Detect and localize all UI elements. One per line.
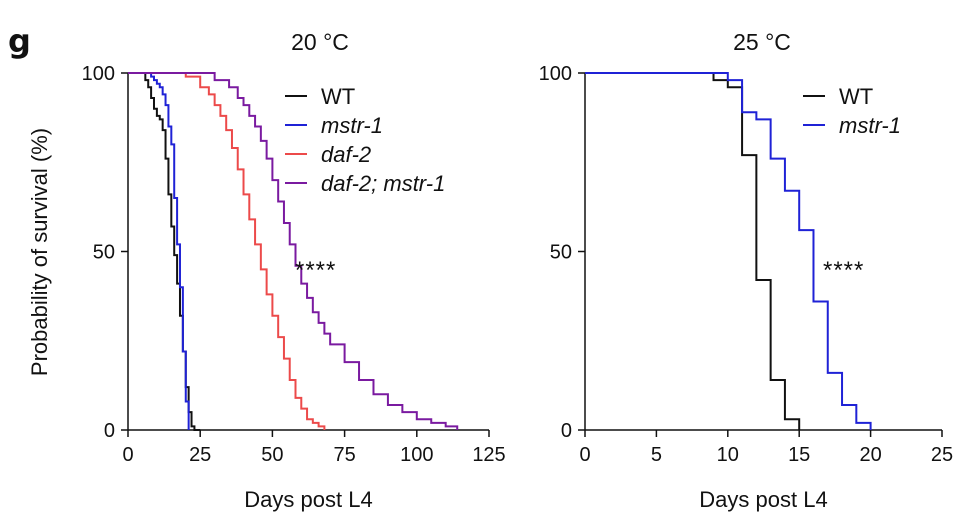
x-tick-label: 75 — [333, 444, 355, 466]
panel-label: g — [8, 22, 31, 60]
legend-entry: daf-2 — [321, 142, 371, 167]
x-tick-label: 20 — [859, 444, 881, 466]
y-tick-label: 100 — [82, 63, 115, 85]
legend-entry: WT — [321, 84, 355, 109]
significance-annotation: **** — [295, 257, 336, 284]
survival-curve-wt — [128, 72, 201, 431]
survival-curve-mstr-1 — [585, 72, 872, 430]
survival-curve-mstr-1 — [128, 72, 190, 430]
legend-entry: daf-2; mstr-1 — [321, 171, 445, 196]
survival-curve-wt — [585, 72, 801, 430]
x-tick-label: 15 — [788, 444, 810, 466]
y-tick-label: 100 — [539, 63, 572, 85]
x-axis-label: Days post L4 — [699, 487, 827, 512]
y-tick-label: 0 — [561, 420, 572, 442]
legend-entry: WT — [839, 84, 873, 109]
legend-entry: mstr-1 — [321, 113, 383, 138]
x-tick-label: 25 — [189, 444, 211, 466]
x-tick-label: 0 — [122, 444, 133, 466]
x-tick-label: 25 — [931, 444, 953, 466]
x-tick-label: 0 — [579, 444, 590, 466]
legend-entry: mstr-1 — [839, 113, 901, 138]
x-tick-label: 100 — [400, 444, 433, 466]
x-tick-label: 50 — [261, 444, 283, 466]
x-tick-label: 125 — [472, 444, 505, 466]
chart-title: 25 °C — [733, 29, 791, 55]
y-tick-label: 0 — [104, 420, 115, 442]
chart-title: 20 °C — [291, 29, 349, 55]
survival-curve-daf-2-mstr-1 — [128, 72, 459, 430]
y-axis-label: Probability of survival (%) — [27, 128, 52, 376]
chart-25c: 25 °C 0 5 10 15 20 25 0 50 100 Days post L4 WT mstr-… — [539, 29, 954, 512]
x-tick-label: 10 — [717, 444, 739, 466]
significance-annotation: **** — [823, 257, 864, 284]
x-tick-label: 5 — [651, 444, 662, 466]
chart-20c: 20 °C 0 25 50 75 100 125 0 50 100 Days post L4 WT ms… — [82, 29, 506, 512]
survival-curve-daf-2 — [128, 72, 326, 430]
x-axis-label: Days post L4 — [244, 487, 372, 512]
y-tick-label: 50 — [550, 242, 572, 264]
y-tick-label: 50 — [93, 242, 115, 264]
